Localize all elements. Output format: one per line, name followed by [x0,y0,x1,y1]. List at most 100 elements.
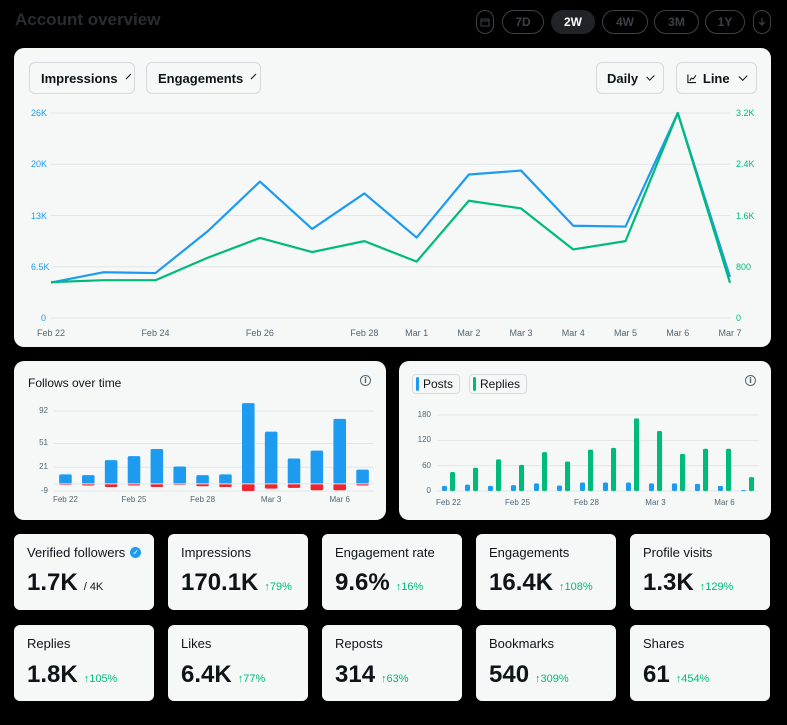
range-7d-button[interactable]: 7D [502,10,544,34]
bar-follows[interactable] [104,460,118,484]
bar-replies[interactable] [450,472,456,491]
info-icon[interactable]: i [360,375,371,386]
stat-card[interactable]: Likes 6.4K ↑77% [168,625,308,701]
bar-follows[interactable] [127,456,141,484]
bar-unfollows[interactable] [287,483,301,488]
bar-posts[interactable] [487,485,493,491]
bar-follows[interactable] [59,474,72,484]
legend-posts-label: Posts [423,377,454,391]
download-icon [758,18,766,26]
bar-posts[interactable] [510,485,516,491]
bar-posts[interactable] [648,483,654,491]
bar-replies[interactable] [611,447,617,491]
series-line-impressions[interactable] [50,111,732,284]
stat-value: 314 ↑63% [335,661,409,689]
bar-follows[interactable] [264,431,278,484]
stat-label-text: Profile visits [643,545,713,560]
stat-card[interactable]: Bookmarks 540 ↑309% [476,625,616,701]
stat-value: 9.6% ↑16% [335,569,423,597]
bar-unfollows[interactable] [333,483,346,491]
stat-card[interactable]: Engagement rate 9.6% ↑16% [322,534,462,610]
bar-posts[interactable] [602,482,608,491]
x-tick-label: Feb 24 [141,328,170,338]
range-2w-button[interactable]: 2W [551,10,595,34]
bar-posts[interactable] [671,483,677,491]
replies-swatch [473,377,476,391]
bar-follows[interactable] [356,469,369,484]
bar-replies[interactable] [519,464,525,491]
stat-card[interactable]: Engagements 16.4K ↑108% [476,534,616,610]
stat-card[interactable]: Reposts 314 ↑63% [322,625,462,701]
bar-posts[interactable] [694,483,700,491]
bar-follows[interactable] [219,474,232,484]
stat-value-text: 1.8K [27,661,78,688]
metric-a-select[interactable]: Impressions [29,62,135,94]
stat-value-text: 314 [335,661,376,688]
bar-follows[interactable] [333,418,346,484]
stat-card[interactable]: Impressions 170.1K ↑79% [168,534,308,610]
x-tick-label: Mar 5 [614,328,638,338]
bar-follows[interactable] [150,449,164,484]
range-1y-button[interactable]: 1Y [705,10,745,34]
bar-replies[interactable] [588,449,594,491]
follows-chart-card: Follows over time i 92 51 21 -9 Feb 22 Feb 25… [14,361,386,520]
stat-change-text: ↑105% [83,673,118,685]
bar-replies[interactable] [496,459,502,491]
y-right-tick-label: 1.6K [736,210,755,221]
y-tick-label: 0 [426,486,431,495]
bar-replies[interactable] [657,431,663,491]
stat-card[interactable]: Shares 61 ↑454% [630,625,770,701]
stat-change-text: ↑454% [675,673,710,685]
bar-posts[interactable] [464,484,470,491]
download-button[interactable] [753,10,771,34]
bar-posts[interactable] [441,485,447,491]
bar-posts[interactable] [579,482,585,491]
stat-card[interactable]: Replies 1.8K ↑105% [14,625,154,701]
stat-change-text: ↑16% [395,581,424,593]
bar-follows[interactable] [310,450,324,484]
bar-posts[interactable] [717,485,723,491]
bar-posts[interactable] [556,485,562,491]
bar-unfollows[interactable] [242,483,255,491]
stat-card[interactable]: Verified followers ✓ 1.7K / 4K [14,534,154,610]
bar-replies[interactable] [726,448,732,491]
y-right-tick-label: 2.4K [736,159,755,170]
bar-unfollows[interactable] [196,483,209,487]
series-line-engagements[interactable] [50,111,732,284]
bar-unfollows[interactable] [219,483,232,488]
bar-follows[interactable] [82,475,95,484]
bar-unfollows[interactable] [104,483,118,488]
legend-replies[interactable]: Replies [469,374,528,394]
bar-replies[interactable] [565,461,571,491]
bar-replies[interactable] [749,477,755,491]
stat-label: Bookmarks [489,636,554,651]
bar-unfollows[interactable] [150,483,164,488]
calendar-button[interactable] [476,10,494,34]
metric-b-select[interactable]: Engagements [146,62,261,94]
bar-replies[interactable] [542,452,548,491]
bar-follows[interactable] [196,475,209,484]
bar-replies[interactable] [703,448,709,491]
range-3m-button[interactable]: 3M [654,10,699,34]
bar-posts[interactable] [625,482,631,491]
page-title: Account overview [15,10,161,29]
bar-replies[interactable] [634,418,640,491]
interval-select[interactable]: Daily [596,62,664,94]
bar-replies[interactable] [473,467,479,491]
bar-posts[interactable] [533,483,539,491]
range-4w-button[interactable]: 4W [602,10,648,34]
bar-replies[interactable] [680,453,686,491]
bar-follows[interactable] [287,458,301,484]
chart-type-select[interactable]: Line [676,62,757,94]
bar-unfollows[interactable] [310,483,324,491]
bar-unfollows[interactable] [264,483,278,489]
info-icon[interactable]: i [745,375,756,386]
stat-sub-text: / 4K [83,581,104,593]
stat-card[interactable]: Profile visits 1.3K ↑129% [630,534,770,610]
bar-follows[interactable] [173,466,186,484]
bar-posts[interactable] [740,490,746,492]
x-tick-label: Mar 1 [405,328,429,338]
bar-follows[interactable] [242,403,255,484]
y-left-tick-label: 6.5K [31,261,50,272]
legend-posts[interactable]: Posts [412,374,461,394]
